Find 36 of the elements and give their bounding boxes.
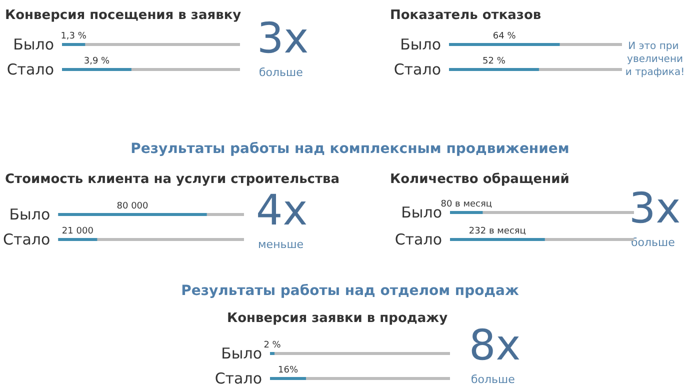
y-tick-label: Стало (394, 60, 441, 78)
text: 8x (469, 320, 521, 370)
chart-title: Конверсия заявки в продажу (227, 311, 448, 326)
data-label: 80 000 (116, 202, 149, 212)
y-tick-label: Было (400, 36, 441, 54)
chart-title: Количество обращений (390, 172, 570, 187)
text: Результаты работы над отделом продаж (180, 283, 520, 299)
data-label: 21 000 (62, 226, 94, 236)
y-tick-label: Было (401, 204, 442, 222)
y-tick-label: Было (13, 36, 54, 54)
text: Результаты работы над комплексным продвижением (130, 141, 570, 157)
text: больше (471, 373, 516, 386)
y-tick-label: Было (221, 344, 262, 362)
chart-title: Стоимость клиента на услуги строительства (5, 172, 340, 187)
annotation: больше (631, 236, 676, 249)
data-label: 80 в месяц (440, 200, 492, 210)
y-tick-label: Стало (2, 230, 50, 248)
annotation: 3x (629, 184, 681, 232)
data-label: 64 % (492, 32, 516, 42)
y-tick-label: Стало (394, 230, 442, 248)
text: меньше (258, 238, 304, 251)
data-label: 2 % (264, 340, 282, 350)
text: И это при увеличении трафика! (625, 41, 685, 78)
y-tick-label: Стало (6, 60, 54, 78)
data-label: 3,9 % (84, 56, 110, 66)
data-label: 16% (278, 366, 298, 376)
data-label: 1,3 % (60, 32, 87, 42)
y-tick-label: Стало (214, 370, 262, 388)
chart-title: Конверсия посещения в заявку (5, 8, 242, 23)
text: 3x (257, 14, 309, 62)
text: 4x (256, 186, 308, 234)
chart-title: Показатель отказов (390, 8, 542, 23)
text: больше (259, 66, 304, 79)
data-label: 52 % (482, 56, 506, 66)
y-tick-label: Было (9, 206, 50, 224)
data-label: 232 в месяц (468, 226, 526, 236)
